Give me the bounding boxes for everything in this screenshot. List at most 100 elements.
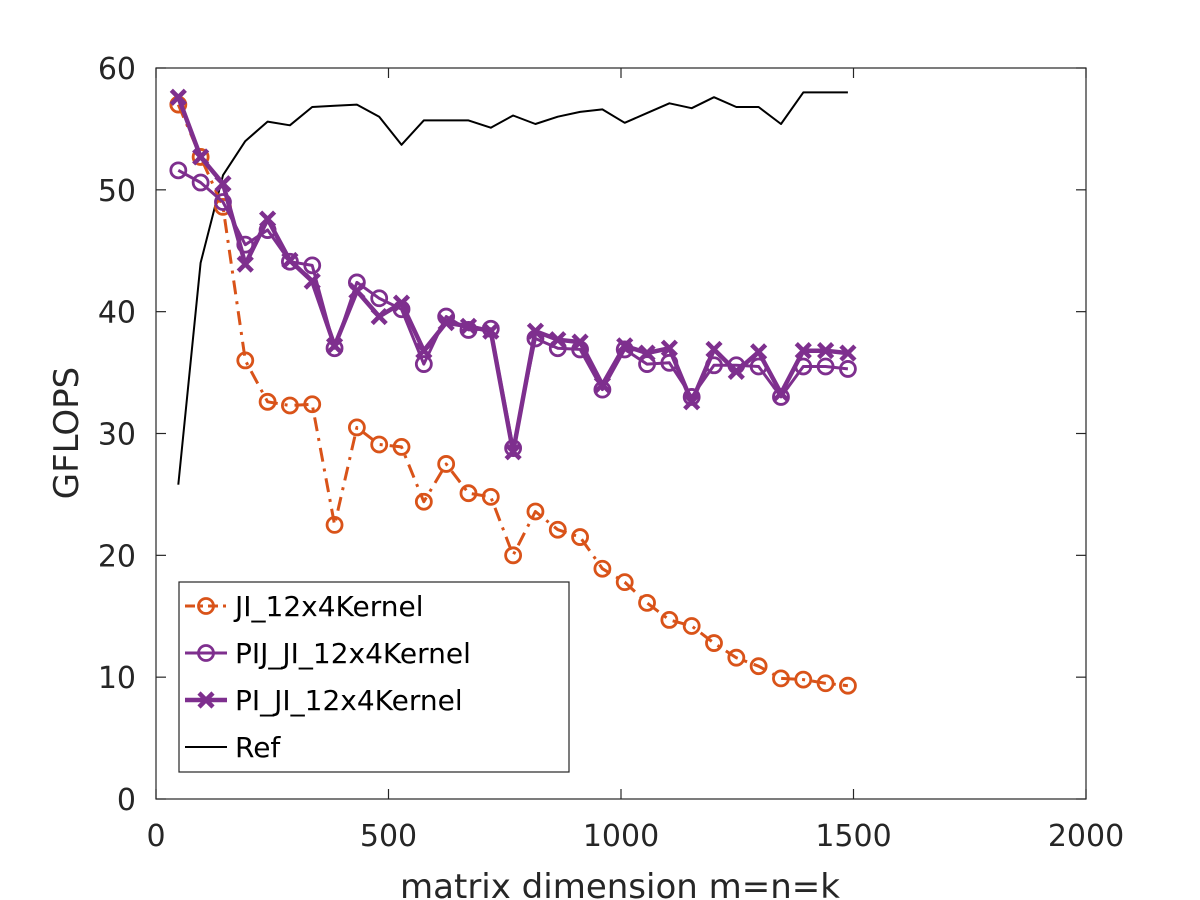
data-point xyxy=(526,502,545,521)
data-point xyxy=(281,252,299,271)
legend-box xyxy=(178,581,570,773)
data-point xyxy=(236,351,255,370)
y-tick-label: 40 xyxy=(98,296,136,331)
x-tick-label: 1500 xyxy=(815,819,891,854)
data-point xyxy=(325,337,344,355)
series-pi-ji-12x4kernel xyxy=(169,88,857,461)
data-point xyxy=(638,355,656,373)
legend-entry: JI_12x4Kernel xyxy=(185,590,424,623)
data-point xyxy=(415,342,433,360)
x-axis-label: matrix dimension m=n=k xyxy=(400,867,840,900)
data-point xyxy=(504,546,523,565)
legend-label: Ref xyxy=(235,731,281,764)
data-point xyxy=(281,396,299,415)
data-point xyxy=(816,674,835,693)
data-point xyxy=(414,355,433,373)
data-point xyxy=(192,148,210,166)
data-point xyxy=(816,357,835,376)
data-point xyxy=(682,617,701,635)
data-point xyxy=(459,317,478,335)
data-point xyxy=(683,393,701,411)
legend-marker xyxy=(197,691,215,709)
data-point xyxy=(482,322,500,340)
y-tick-label: 10 xyxy=(98,661,136,696)
data-point xyxy=(705,634,723,652)
data-point xyxy=(259,210,277,228)
data-point xyxy=(392,438,411,456)
legend-marker xyxy=(197,644,215,662)
data-point xyxy=(839,360,857,378)
data-point xyxy=(437,455,456,473)
data-point xyxy=(750,343,768,361)
data-point xyxy=(191,148,210,166)
data-point xyxy=(236,255,254,273)
data-point xyxy=(437,314,455,332)
x-tick-label: 0 xyxy=(146,819,165,854)
legend: JI_12x4Kernel PIJ_JI_12x4Kernel PI_JI_12x4… xyxy=(178,581,570,773)
data-point xyxy=(303,256,322,275)
series-layer xyxy=(169,88,857,695)
legend-entry: PIJ_JI_12x4Kernel xyxy=(185,637,471,670)
data-point xyxy=(727,362,745,380)
data-point xyxy=(214,193,232,211)
data-point xyxy=(169,161,188,180)
data-point xyxy=(169,88,187,106)
data-point xyxy=(839,676,857,695)
x-tick-label: 2000 xyxy=(1048,819,1124,854)
data-point xyxy=(347,418,366,437)
data-point xyxy=(772,384,790,402)
y-tick-label: 60 xyxy=(98,52,136,87)
data-point xyxy=(593,376,611,394)
data-point xyxy=(660,611,679,629)
data-point xyxy=(638,344,656,362)
data-point xyxy=(392,294,411,312)
data-point xyxy=(548,520,567,539)
data-point xyxy=(817,342,835,360)
data-point xyxy=(348,282,366,300)
series-line xyxy=(176,104,849,688)
data-point xyxy=(481,487,500,506)
legend-label: PI_JI_12x4Kernel xyxy=(235,684,463,717)
data-point xyxy=(526,322,545,340)
data-point xyxy=(705,340,723,359)
data-point xyxy=(281,251,299,270)
data-point xyxy=(303,272,321,290)
data-point xyxy=(839,344,857,362)
data-point xyxy=(549,331,567,349)
y-tick-label: 50 xyxy=(98,174,136,209)
data-point xyxy=(258,392,277,411)
data-point xyxy=(370,289,389,308)
data-point xyxy=(749,657,768,676)
y-tick-label: 30 xyxy=(98,418,136,453)
data-point xyxy=(214,175,232,193)
y-tick-label: 0 xyxy=(117,783,136,818)
data-point xyxy=(303,395,322,414)
data-point xyxy=(638,593,656,612)
legend-entry: Ref xyxy=(185,731,281,764)
data-point xyxy=(571,333,589,351)
legend-marker xyxy=(197,597,215,615)
data-point xyxy=(772,669,790,688)
data-point xyxy=(370,307,388,326)
data-point xyxy=(616,337,634,355)
series-ref xyxy=(177,91,848,485)
data-point xyxy=(794,670,813,689)
data-point xyxy=(794,342,812,360)
data-point xyxy=(593,559,612,578)
data-point xyxy=(660,339,678,357)
data-point xyxy=(504,443,522,461)
x-tick-label: 500 xyxy=(360,819,417,854)
axes-layer: 0 500 1000 1500 2000 0 10 20 30 40 50 60 xyxy=(98,52,1124,854)
data-point xyxy=(571,528,589,546)
y-tick-label: 20 xyxy=(98,539,136,574)
series-line xyxy=(177,91,848,485)
legend-label: JI_12x4Kernel xyxy=(233,590,424,623)
series-ji-12x4kernel xyxy=(169,95,857,695)
y-axis-label: GFLOPS xyxy=(47,367,87,499)
data-point xyxy=(727,648,746,667)
data-point xyxy=(414,492,433,511)
data-point xyxy=(325,515,344,534)
data-point xyxy=(615,573,634,592)
data-point xyxy=(370,435,389,454)
